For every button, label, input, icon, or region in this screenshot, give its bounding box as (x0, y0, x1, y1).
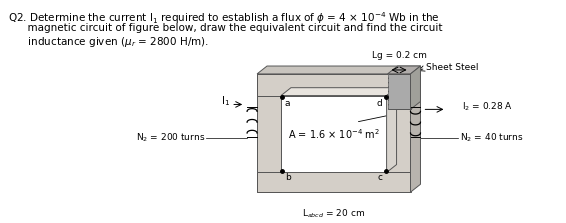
Polygon shape (410, 66, 421, 109)
Text: c: c (378, 173, 383, 182)
Text: L$_{abcd}$ = 20 cm: L$_{abcd}$ = 20 cm (302, 208, 366, 220)
Polygon shape (281, 88, 397, 96)
Polygon shape (387, 88, 397, 172)
Text: b: b (285, 173, 291, 182)
Text: Q2. Determine the current I$_1$ required to establish a flux of $\phi$ = 4 $\tim: Q2. Determine the current I$_1$ required… (8, 10, 440, 26)
Text: a: a (285, 99, 290, 107)
Text: I$_2$ = 0.28 A: I$_2$ = 0.28 A (462, 100, 513, 113)
Text: magnetic circuit of figure below, draw the equivalent circuit and find the circu: magnetic circuit of figure below, draw t… (8, 23, 443, 33)
Bar (257, 74, 410, 96)
Bar (257, 74, 281, 192)
Text: N$_2$ = 40 turns: N$_2$ = 40 turns (460, 132, 524, 144)
Text: I$_1$: I$_1$ (221, 95, 230, 108)
Text: d: d (377, 99, 383, 107)
Bar (388, 74, 410, 109)
Polygon shape (410, 66, 421, 192)
Bar (257, 172, 410, 192)
Bar (387, 109, 410, 172)
Polygon shape (257, 66, 421, 74)
Text: A = 1.6 × 10$^{-4}$ m$^2$: A = 1.6 × 10$^{-4}$ m$^2$ (288, 127, 380, 141)
Text: N$_2$ = 200 turns: N$_2$ = 200 turns (136, 132, 205, 144)
Text: inductance given ($\mu_r$ = 2800 H/m).: inductance given ($\mu_r$ = 2800 H/m). (8, 35, 209, 50)
Polygon shape (388, 66, 421, 74)
Text: Lg = 0.2 cm: Lg = 0.2 cm (372, 51, 427, 60)
Text: Sheet Steel: Sheet Steel (426, 64, 479, 72)
